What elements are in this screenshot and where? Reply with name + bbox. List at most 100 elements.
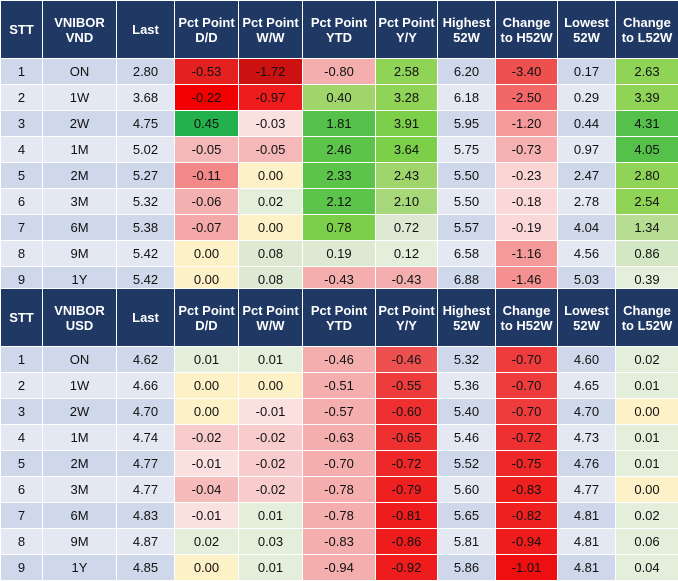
cell-pct-point-yy: 2.10 bbox=[376, 189, 438, 215]
cell-change-to-l52w: 0.00 bbox=[616, 399, 678, 425]
header-highest-52w: Highest 52W bbox=[438, 289, 496, 347]
cell-tenor: 1M bbox=[43, 137, 117, 163]
cell-last: 4.62 bbox=[117, 347, 175, 373]
cell-pct-point-ww: -0.02 bbox=[239, 477, 303, 503]
cell-pct-point-yy: 0.72 bbox=[376, 215, 438, 241]
cell-pct-point-ytd: -0.63 bbox=[303, 425, 376, 451]
cell-pct-point-ytd: 0.19 bbox=[303, 241, 376, 267]
cell-pct-point-dd: 0.00 bbox=[175, 241, 239, 267]
cell-pct-point-ytd: -0.78 bbox=[303, 503, 376, 529]
header-change-to-h52w: Change to H52W bbox=[496, 289, 558, 347]
cell-pct-point-dd: -0.06 bbox=[175, 189, 239, 215]
header-pct-point-yy: Pct Point Y/Y bbox=[376, 289, 438, 347]
cell-tenor: 2M bbox=[43, 451, 117, 477]
cell-change-to-h52w: -0.70 bbox=[496, 347, 558, 373]
cell-change-to-h52w: -0.73 bbox=[496, 137, 558, 163]
cell-lowest-52w: 4.65 bbox=[558, 373, 616, 399]
cell-tenor: 6M bbox=[43, 503, 117, 529]
header-change-to-l52w: Change to L52W bbox=[616, 289, 678, 347]
cell-pct-point-ww: 0.00 bbox=[239, 163, 303, 189]
cell-lowest-52w: 4.81 bbox=[558, 529, 616, 555]
cell-change-to-h52w: -1.16 bbox=[496, 241, 558, 267]
cell-stt: 6 bbox=[1, 189, 43, 215]
cell-last: 5.27 bbox=[117, 163, 175, 189]
cell-lowest-52w: 0.97 bbox=[558, 137, 616, 163]
cell-change-to-l52w: 0.01 bbox=[616, 451, 678, 477]
cell-lowest-52w: 4.73 bbox=[558, 425, 616, 451]
cell-change-to-l52w: 2.54 bbox=[616, 189, 678, 215]
cell-change-to-l52w: 0.02 bbox=[616, 347, 678, 373]
cell-pct-point-ww: 0.01 bbox=[239, 347, 303, 373]
cell-lowest-52w: 4.56 bbox=[558, 241, 616, 267]
cell-tenor: 3M bbox=[43, 477, 117, 503]
cell-pct-point-dd: -0.04 bbox=[175, 477, 239, 503]
cell-pct-point-dd: 0.02 bbox=[175, 529, 239, 555]
header-last: Last bbox=[117, 1, 175, 59]
header-highest-52w: Highest 52W bbox=[438, 1, 496, 59]
cell-change-to-h52w: -3.40 bbox=[496, 59, 558, 85]
cell-pct-point-ww: 0.01 bbox=[239, 555, 303, 581]
cell-change-to-h52w: -0.70 bbox=[496, 373, 558, 399]
cell-lowest-52w: 4.70 bbox=[558, 399, 616, 425]
cell-pct-point-yy: -0.81 bbox=[376, 503, 438, 529]
cell-pct-point-ww: -1.72 bbox=[239, 59, 303, 85]
cell-pct-point-ytd: -0.78 bbox=[303, 477, 376, 503]
cell-pct-point-yy: 3.64 bbox=[376, 137, 438, 163]
cell-change-to-l52w: 3.39 bbox=[616, 85, 678, 111]
cell-change-to-h52w: -0.72 bbox=[496, 425, 558, 451]
cell-stt: 6 bbox=[1, 477, 43, 503]
cell-pct-point-yy: 2.43 bbox=[376, 163, 438, 189]
cell-highest-52w: 5.32 bbox=[438, 347, 496, 373]
cell-last: 4.85 bbox=[117, 555, 175, 581]
cell-change-to-h52w: -0.18 bbox=[496, 189, 558, 215]
cell-highest-52w: 6.58 bbox=[438, 241, 496, 267]
cell-highest-52w: 5.86 bbox=[438, 555, 496, 581]
header-change-to-h52w: Change to H52W bbox=[496, 1, 558, 59]
header-lowest-52w: Lowest 52W bbox=[558, 1, 616, 59]
cell-pct-point-dd: -0.05 bbox=[175, 137, 239, 163]
cell-stt: 3 bbox=[1, 399, 43, 425]
cell-pct-point-ytd: 2.12 bbox=[303, 189, 376, 215]
cell-change-to-h52w: -0.75 bbox=[496, 451, 558, 477]
cell-pct-point-ww: -0.03 bbox=[239, 111, 303, 137]
header-tenor: VNIBOR VND bbox=[43, 1, 117, 59]
cell-highest-52w: 5.50 bbox=[438, 189, 496, 215]
cell-last: 5.42 bbox=[117, 241, 175, 267]
cell-stt: 4 bbox=[1, 137, 43, 163]
cell-last: 5.32 bbox=[117, 189, 175, 215]
cell-pct-point-dd: 0.45 bbox=[175, 111, 239, 137]
cell-pct-point-yy: -0.72 bbox=[376, 451, 438, 477]
cell-pct-point-ww: -0.02 bbox=[239, 451, 303, 477]
cell-lowest-52w: 4.76 bbox=[558, 451, 616, 477]
cell-stt: 1 bbox=[1, 347, 43, 373]
cell-pct-point-yy: -0.86 bbox=[376, 529, 438, 555]
cell-highest-52w: 5.57 bbox=[438, 215, 496, 241]
cell-change-to-l52w: 0.01 bbox=[616, 373, 678, 399]
cell-change-to-h52w: -0.94 bbox=[496, 529, 558, 555]
cell-stt: 4 bbox=[1, 425, 43, 451]
cell-pct-point-ww: 0.00 bbox=[239, 373, 303, 399]
cell-stt: 2 bbox=[1, 373, 43, 399]
cell-lowest-52w: 4.81 bbox=[558, 555, 616, 581]
cell-pct-point-yy: -0.65 bbox=[376, 425, 438, 451]
cell-pct-point-yy: 3.28 bbox=[376, 85, 438, 111]
cell-pct-point-ww: 0.00 bbox=[239, 215, 303, 241]
header-pct-point-dd: Pct Point D/D bbox=[175, 289, 239, 347]
cell-stt: 2 bbox=[1, 85, 43, 111]
cell-change-to-l52w: 2.63 bbox=[616, 59, 678, 85]
cell-tenor: 6M bbox=[43, 215, 117, 241]
cell-change-to-h52w: -0.19 bbox=[496, 215, 558, 241]
cell-last: 4.83 bbox=[117, 503, 175, 529]
cell-change-to-h52w: -2.50 bbox=[496, 85, 558, 111]
